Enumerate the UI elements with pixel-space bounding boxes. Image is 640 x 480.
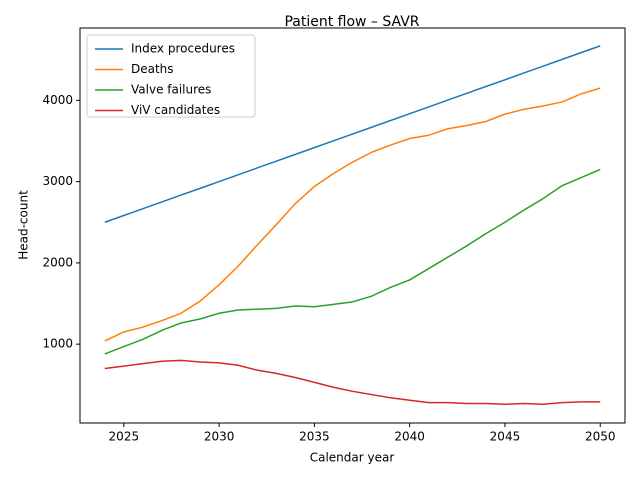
x-tick-label: 2040 <box>394 430 425 444</box>
legend-box <box>86 34 256 118</box>
y-axis-label: Head-count <box>17 190 31 260</box>
legend-label: Deaths <box>131 62 174 76</box>
legend-label: ViV candidates <box>131 103 220 117</box>
legend-label: Index procedures <box>131 42 235 56</box>
x-axis-label: Calendar year <box>310 451 395 465</box>
y-tick-label: 2000 <box>42 255 73 269</box>
chart-title: Patient flow – SAVR <box>284 14 419 30</box>
series-line <box>104 45 601 223</box>
y-tick-label: 4000 <box>42 93 73 107</box>
legend: Index procedures Deaths Valve failures ViV … <box>86 34 256 118</box>
x-tick-label: 2050 <box>585 430 616 444</box>
series-line <box>104 87 601 342</box>
plot-frame <box>79 27 626 424</box>
x-tick-label: 2030 <box>204 430 235 444</box>
y-tick-label: 3000 <box>42 174 73 188</box>
x-tick-label: 2045 <box>490 430 521 444</box>
legend-label: Valve failures <box>131 83 211 97</box>
series-line <box>104 168 601 355</box>
y-tick-label: 1000 <box>42 337 73 351</box>
x-tick-label: 2025 <box>109 430 140 444</box>
x-tick-label: 2035 <box>299 430 330 444</box>
series-line <box>104 359 601 406</box>
